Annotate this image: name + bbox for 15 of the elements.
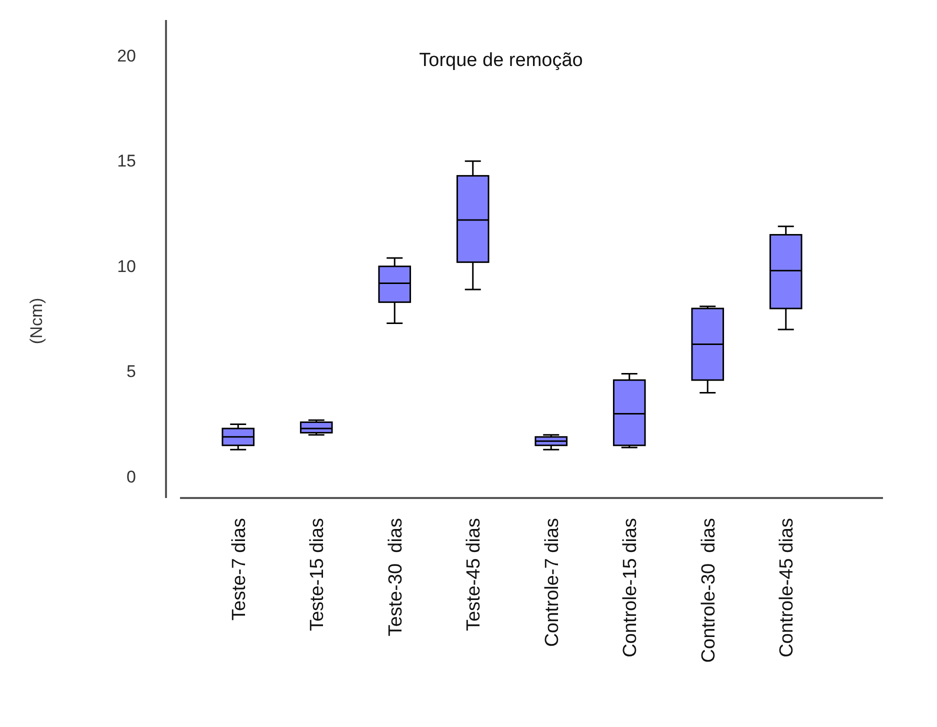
x-tick-label: Teste-15 dias xyxy=(307,518,328,632)
x-tick-label: Controle-30 dias xyxy=(698,518,720,663)
y-tick-label: 5 xyxy=(126,362,136,382)
y-tick-label: 15 xyxy=(117,152,136,171)
x-tick-label: Teste-7 dias xyxy=(228,518,250,620)
x-tick-label: Teste-30 dias xyxy=(385,518,406,636)
x-tick-label: Controle-7 dias xyxy=(542,518,563,647)
x-tick-label: Controle-15 dias xyxy=(620,518,642,658)
text: Torque de remoção xyxy=(419,50,583,71)
y-axis-title: (Ncm) xyxy=(26,298,46,344)
y-tick-label: 0 xyxy=(126,467,136,486)
y-tick-label: 20 xyxy=(117,46,136,66)
x-tick-label: Controle-45 dias xyxy=(776,518,798,658)
x-tick-label: Teste-45 dias xyxy=(464,518,485,632)
y-tick-label: 10 xyxy=(117,256,136,276)
